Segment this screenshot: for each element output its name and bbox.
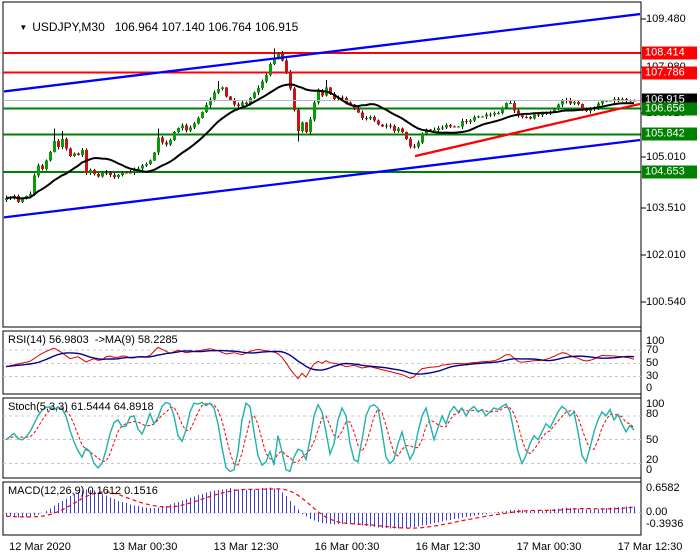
stoch-scale-label: 0 (646, 464, 653, 476)
time-label: 16 Mar 00:30 (314, 541, 380, 553)
chart-symbol-label: USDJPY,M30 (32, 20, 105, 34)
rsi-panel (2, 330, 642, 395)
stoch-scale-label: 80 (646, 408, 659, 420)
support-price-badge: 104.653 (642, 165, 697, 179)
price-tick-label: 100.540 (646, 296, 686, 308)
ma-line (5, 83, 635, 200)
rsi-scale-label: 30 (646, 370, 659, 382)
stoch-scale-label: 50 (646, 434, 659, 446)
stoch-indicator-label: Stoch(5,3,3) 61.5444 64.8918 (8, 401, 154, 413)
rsi-line (5, 346, 635, 380)
macd-histogram (5, 487, 636, 529)
ascending-trendline[interactable] (414, 102, 640, 158)
stoch-k-line (5, 401, 635, 473)
chart-ohlc-values: 106.964 107.140 106.764 106.915 (114, 20, 299, 34)
time-label: 12 Mar 2020 (9, 541, 71, 553)
trendlines[interactable] (0, 12, 640, 219)
time-label: 16 Mar 12:30 (415, 541, 481, 553)
price-tick-label: 103.510 (646, 202, 686, 214)
time-axis[interactable]: 12 Mar 2020 13 Mar 00:30 13 Mar 12:30 16 Ma… (0, 536, 700, 560)
rsi-ma-line (5, 349, 635, 375)
macd-scale-label: -0.3936 (646, 518, 684, 530)
chart-title-bar: ▼ USDJPY,M30 106.964 107.140 106.764 106.9… (6, 6, 298, 48)
rsi-scale-label: 100 (646, 335, 665, 347)
macd-scale-label: 0.00 (646, 506, 668, 518)
stoch-scale-label: 100 (646, 398, 665, 410)
time-label: 13 Mar 00:30 (112, 541, 178, 553)
price-tick-label: 102.010 (646, 249, 686, 261)
horizontal-level-lines (3, 51, 641, 173)
channel-lower[interactable] (0, 138, 640, 219)
price-axis[interactable]: 109.480107.980106.510105.010103.510102.0… (641, 0, 700, 560)
chart-dropdown-icon[interactable]: ▼ (19, 23, 28, 32)
channel-upper[interactable] (0, 12, 640, 93)
stoch-panel (2, 397, 642, 479)
macd-signal-line (5, 488, 635, 529)
time-label: 17 Mar 00:30 (516, 541, 582, 553)
time-label: 17 Mar 12:30 (617, 541, 683, 553)
time-label: 13 Mar 12:30 (213, 541, 279, 553)
price-tick-label: 109.480 (646, 13, 686, 25)
rsi-scale-label: 50 (646, 357, 659, 369)
support-price-badge: 106.656 (642, 102, 697, 116)
resistance-price-badge: 107.786 (642, 66, 697, 80)
macd-scale-label: 0.6582 (646, 482, 680, 494)
main-price-panel (0, 1, 642, 328)
resistance-price-badge: 108.414 (642, 46, 697, 60)
macd-indicator-label: MACD(12,26,9) 0.1612 0.1516 (8, 485, 158, 497)
rsi-scale-label: 70 (646, 344, 659, 356)
rsi-indicator-label: RSI(14) 56.9803 ->MA(9) 58.2285 (8, 334, 178, 346)
rsi-scale-label: 0 (646, 382, 653, 394)
macd-panel (2, 481, 642, 536)
price-tick-label: 105.010 (646, 151, 686, 163)
stoch-d-line (5, 403, 635, 466)
support-price-badge: 105.842 (642, 127, 697, 141)
stoch-scale-label: 20 (646, 454, 659, 466)
